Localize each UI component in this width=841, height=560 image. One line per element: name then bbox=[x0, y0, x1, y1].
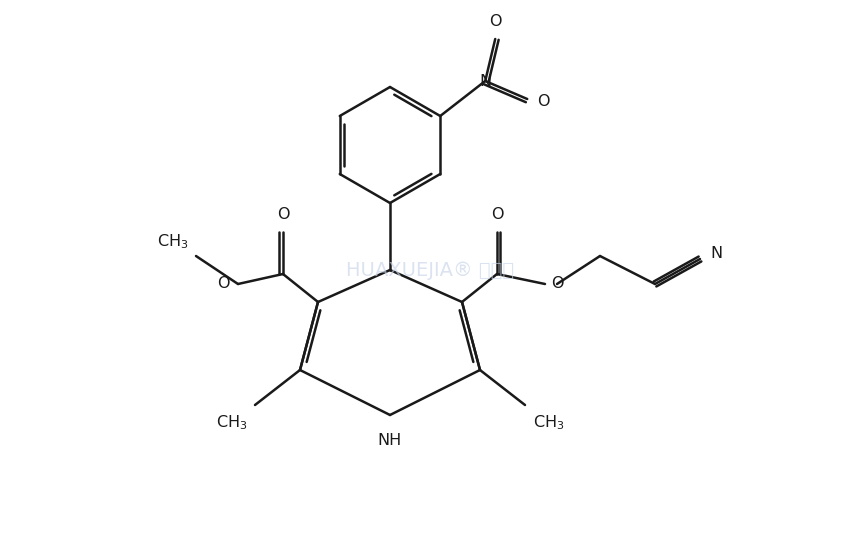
Text: HUAXUEJIA® 化学加: HUAXUEJIA® 化学加 bbox=[346, 260, 514, 279]
Text: CH$_3$: CH$_3$ bbox=[215, 413, 247, 432]
Text: O: O bbox=[491, 207, 503, 222]
Text: O: O bbox=[489, 14, 501, 29]
Text: CH$_3$: CH$_3$ bbox=[533, 413, 564, 432]
Text: O: O bbox=[277, 207, 289, 222]
Text: N: N bbox=[710, 246, 722, 262]
Text: O: O bbox=[551, 277, 563, 292]
Text: N: N bbox=[479, 73, 491, 88]
Text: NH: NH bbox=[378, 433, 402, 448]
Text: O: O bbox=[218, 277, 230, 292]
Text: CH$_3$: CH$_3$ bbox=[156, 232, 188, 251]
Text: O: O bbox=[537, 94, 550, 109]
